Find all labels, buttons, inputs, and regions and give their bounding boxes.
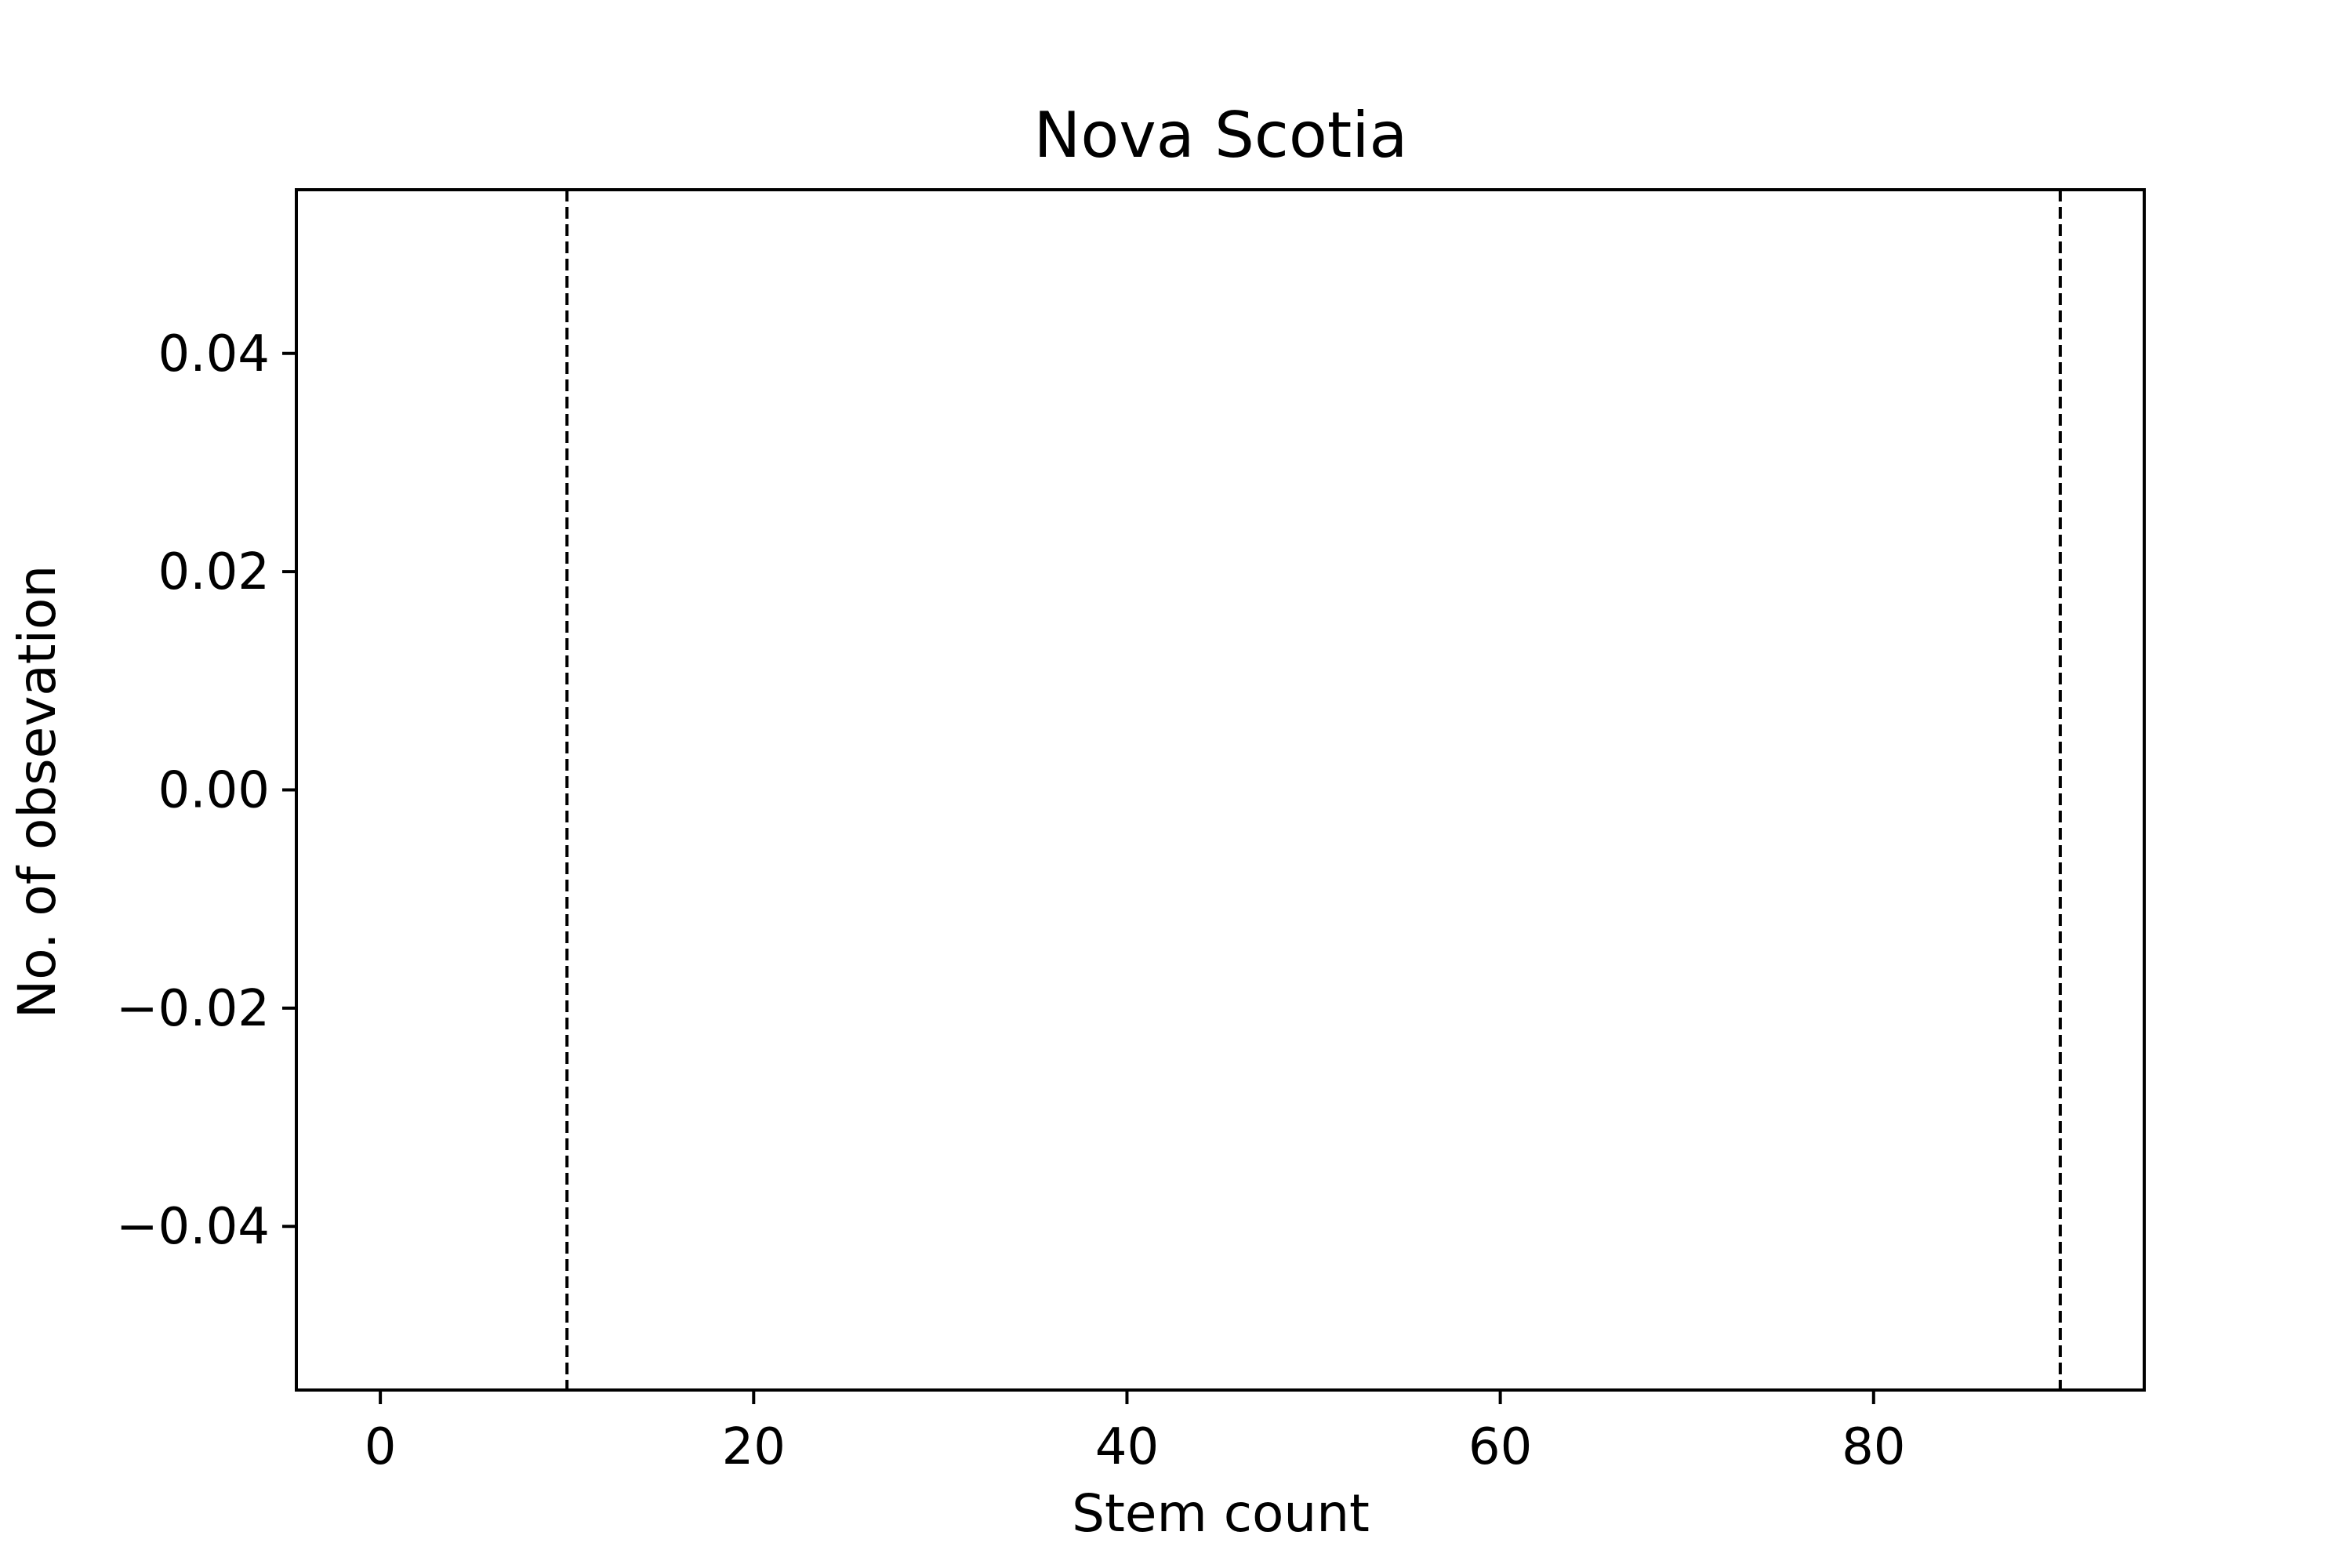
x-tick-label: 80 bbox=[1842, 1418, 1905, 1476]
y-axis-label: No. of obsevation bbox=[7, 565, 67, 1018]
plot-area-frame bbox=[295, 188, 2146, 1392]
y-tick-label: 0.00 bbox=[158, 762, 270, 820]
y-tick-label: 0.04 bbox=[158, 325, 270, 383]
y-axis-ticks: −0.04 −0.02 0.00 0.02 0.04 bbox=[116, 325, 296, 1256]
y-tick-label: 0.02 bbox=[158, 543, 270, 601]
x-tick-label: 20 bbox=[722, 1418, 786, 1476]
x-tick-label: 0 bbox=[365, 1418, 397, 1476]
x-axis-ticks: 0 20 40 60 80 bbox=[365, 1390, 1906, 1476]
chart-title: Nova Scotia bbox=[1034, 99, 1408, 172]
reference-lines bbox=[565, 190, 2062, 1390]
y-tick-label: −0.04 bbox=[116, 1198, 270, 1256]
y-tick-label: −0.02 bbox=[116, 980, 270, 1038]
x-tick-label: 40 bbox=[1095, 1418, 1159, 1476]
x-tick-label: 60 bbox=[1468, 1418, 1532, 1476]
x-axis-label: Stem count bbox=[1072, 1483, 1370, 1544]
